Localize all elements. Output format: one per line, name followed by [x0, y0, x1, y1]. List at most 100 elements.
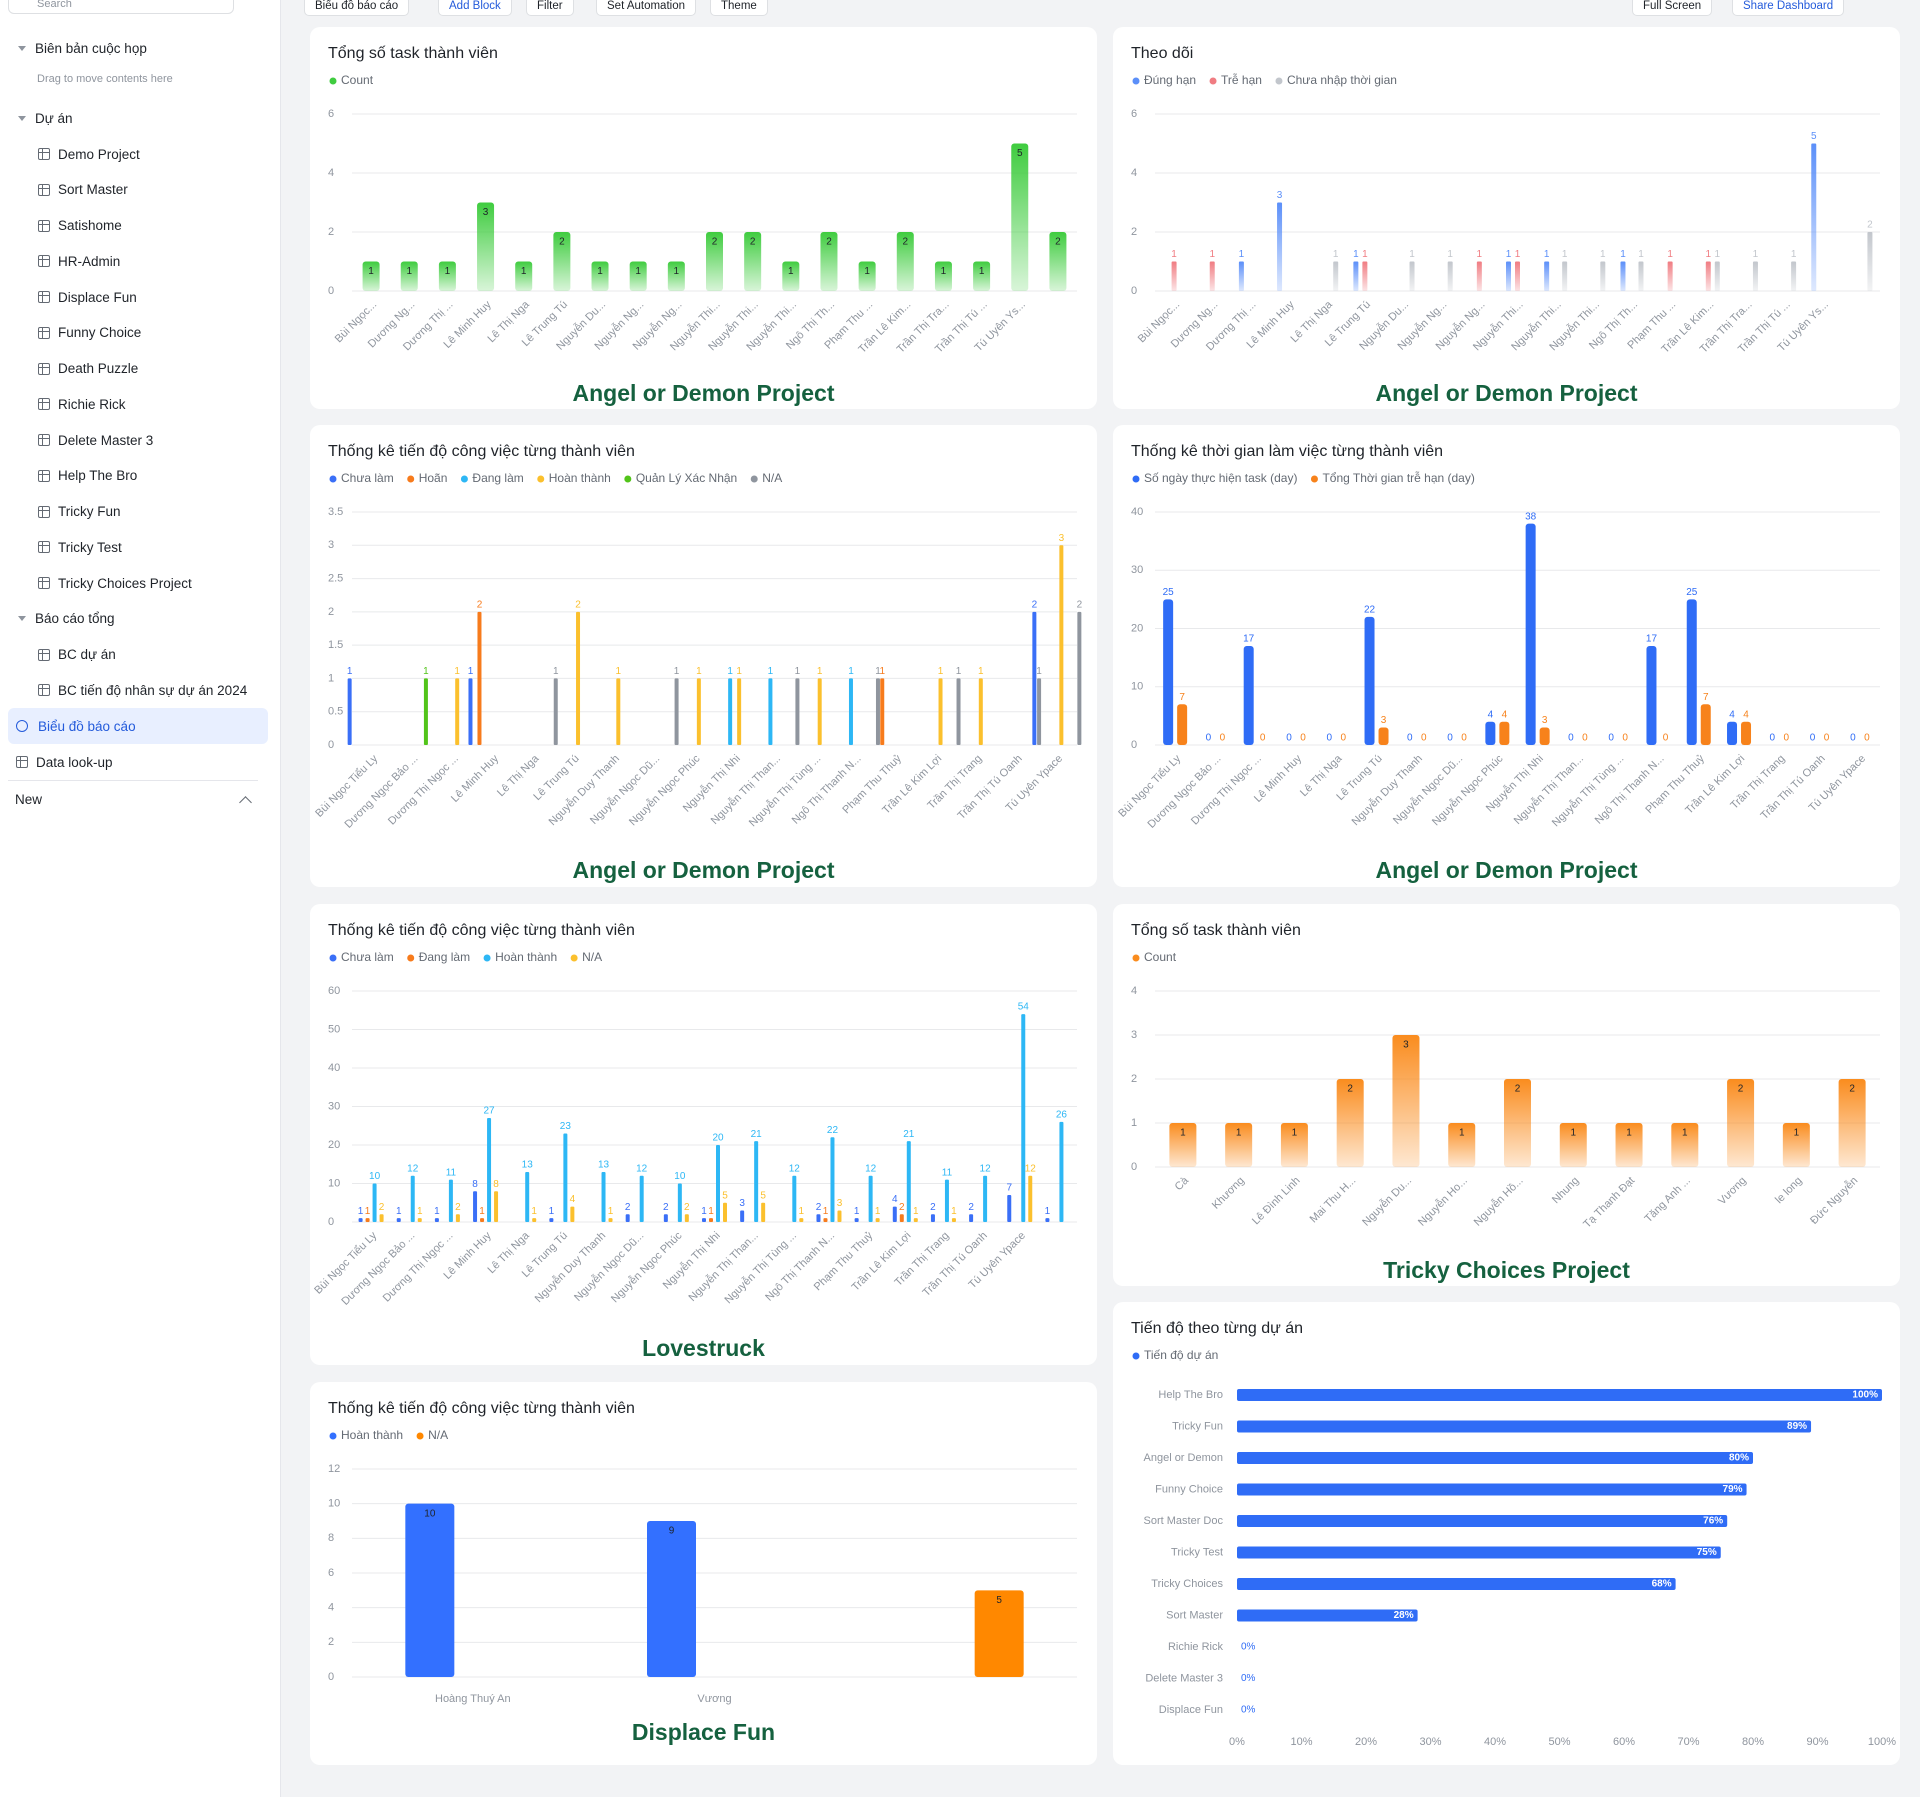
bar	[944, 1179, 949, 1222]
bar-value-label: 4	[1729, 709, 1735, 720]
toolbar-button[interactable]: Biểu đồ báo cáo	[304, 0, 410, 16]
y-tick-label: 40	[1131, 506, 1143, 518]
bar-value-label: 0	[1770, 733, 1776, 744]
tree-item[interactable]: Tricky Fun	[0, 494, 270, 530]
legend-marker	[624, 475, 632, 483]
bar	[1336, 1079, 1364, 1167]
toolbar-button[interactable]: Theme	[710, 0, 768, 16]
tree-item[interactable]: Data look-up	[0, 744, 270, 780]
y-tick-label: Richie Rick	[1168, 1641, 1224, 1653]
bar-value-label: 1	[1620, 249, 1626, 260]
bar-value-label: 54	[1018, 1002, 1030, 1013]
bar-value-label: 17	[1243, 634, 1255, 645]
chart-card: Thống kê thời gian làm việc từng thành v…	[1113, 425, 1900, 887]
legend-label: Hoàn thành	[495, 950, 557, 964]
y-tick-label: 8	[328, 1532, 334, 1544]
tree-item[interactable]: Tricky Test	[0, 529, 270, 565]
legend-label: Tiến độ dự án	[1144, 1348, 1218, 1362]
bar	[1238, 261, 1244, 291]
bar	[1045, 1218, 1050, 1222]
bar	[1007, 1195, 1012, 1222]
toolbar-button[interactable]: Share Dashboard	[1732, 0, 1845, 16]
bar-value-label: 2	[899, 1202, 905, 1213]
bar-value-label: 26	[1056, 1110, 1068, 1121]
bar	[930, 1214, 935, 1222]
toolbar-button[interactable]: Full Screen	[1632, 0, 1713, 16]
bar-value-label: 1	[1638, 249, 1644, 260]
bar	[1171, 261, 1177, 291]
toolbar-button[interactable]: Set Automation	[596, 0, 696, 16]
toolbar-button[interactable]: Add Block	[438, 0, 512, 16]
tree-item[interactable]: Satishome	[0, 208, 270, 244]
bar	[563, 1133, 568, 1222]
bar	[875, 1218, 880, 1222]
table-icon	[38, 505, 50, 518]
bar	[417, 1218, 422, 1222]
tree-item[interactable]: Death Puzzle	[0, 351, 270, 387]
search-box[interactable]: Search	[8, 0, 234, 14]
table-icon	[38, 684, 50, 697]
tree-item[interactable]: Help The Bro	[0, 458, 270, 494]
tree-item[interactable]: HR-Admin	[0, 243, 270, 279]
bar	[396, 1218, 401, 1222]
bar-value-label: 1	[1353, 249, 1359, 260]
item-label: Demo Project	[58, 146, 140, 162]
tree-item[interactable]: BC dự án	[0, 637, 270, 673]
bar	[896, 232, 914, 291]
bar-value-label: 0	[1407, 733, 1413, 744]
tree-item[interactable]: BC tiến độ nhân sự dự án 2024	[0, 672, 270, 708]
active-item[interactable]: Biểu đồ báo cáo	[8, 708, 268, 744]
bar-value-label: 2	[663, 1202, 669, 1213]
bar-value-label: 3	[739, 1198, 745, 1209]
bar	[674, 678, 679, 745]
bar-value-label: 1	[875, 666, 881, 677]
bar-value-label: 0	[1260, 733, 1266, 744]
legend-label: Hoàn thành	[549, 471, 611, 485]
tree-item[interactable]: Sort Master	[0, 172, 270, 208]
tree-group[interactable]: Biên bản cuộc họp	[0, 30, 270, 66]
bar-value-label: 1	[1209, 249, 1215, 260]
bar-value-label: 4	[1502, 709, 1508, 720]
legend-label: N/A	[582, 950, 602, 964]
legend-label: Hoãn	[419, 471, 448, 485]
tree-item[interactable]: Richie Rick	[0, 386, 270, 422]
new-row[interactable]: New	[8, 780, 258, 817]
table-icon	[38, 255, 50, 268]
tree-item[interactable]: Funny Choice	[0, 315, 270, 351]
bar	[795, 678, 800, 745]
bar	[706, 232, 723, 291]
tree-item[interactable]: Delete Master 3	[0, 422, 270, 458]
tree-item[interactable]: Demo Project	[0, 136, 270, 172]
y-tick-label: 10	[328, 1177, 340, 1189]
bar-value-label: 3	[1403, 1040, 1409, 1051]
bar-value-label: 2	[826, 237, 832, 248]
toolbar-button[interactable]: Filter	[526, 0, 574, 16]
bar	[616, 678, 621, 745]
card-background	[310, 425, 1097, 887]
y-tick-label: Funny Choice	[1155, 1483, 1223, 1495]
bar-value-label: 2	[1077, 599, 1083, 610]
tree-group[interactable]: Báo cáo tổng	[0, 601, 270, 637]
tree-item[interactable]: Tricky Choices Project	[0, 565, 270, 601]
bar	[455, 1214, 460, 1222]
bar-value-label: 3	[1542, 715, 1548, 726]
sidebar: Search Biên bản cuộc họp Drag to move co…	[0, 0, 281, 1797]
legend-marker	[329, 954, 337, 962]
y-tick-label: 4	[328, 1602, 334, 1614]
legend-marker	[1132, 475, 1140, 483]
y-tick-label: 0	[1131, 1161, 1137, 1173]
bar	[1714, 261, 1720, 291]
bar	[820, 232, 838, 291]
bar	[1727, 721, 1738, 745]
y-tick-label: 2	[328, 226, 334, 238]
bar-value-label: 0	[1447, 733, 1453, 744]
bar	[480, 1218, 485, 1222]
y-tick-label: 30	[1131, 564, 1143, 576]
bar-value-label: 1	[531, 1206, 537, 1217]
bar	[576, 611, 581, 745]
tree-item[interactable]: Displace Fun	[0, 279, 270, 315]
bar-value-label: 1	[864, 266, 870, 277]
bar	[799, 1218, 804, 1222]
tree-group[interactable]: Dự án	[0, 100, 270, 136]
table-icon	[38, 148, 50, 160]
